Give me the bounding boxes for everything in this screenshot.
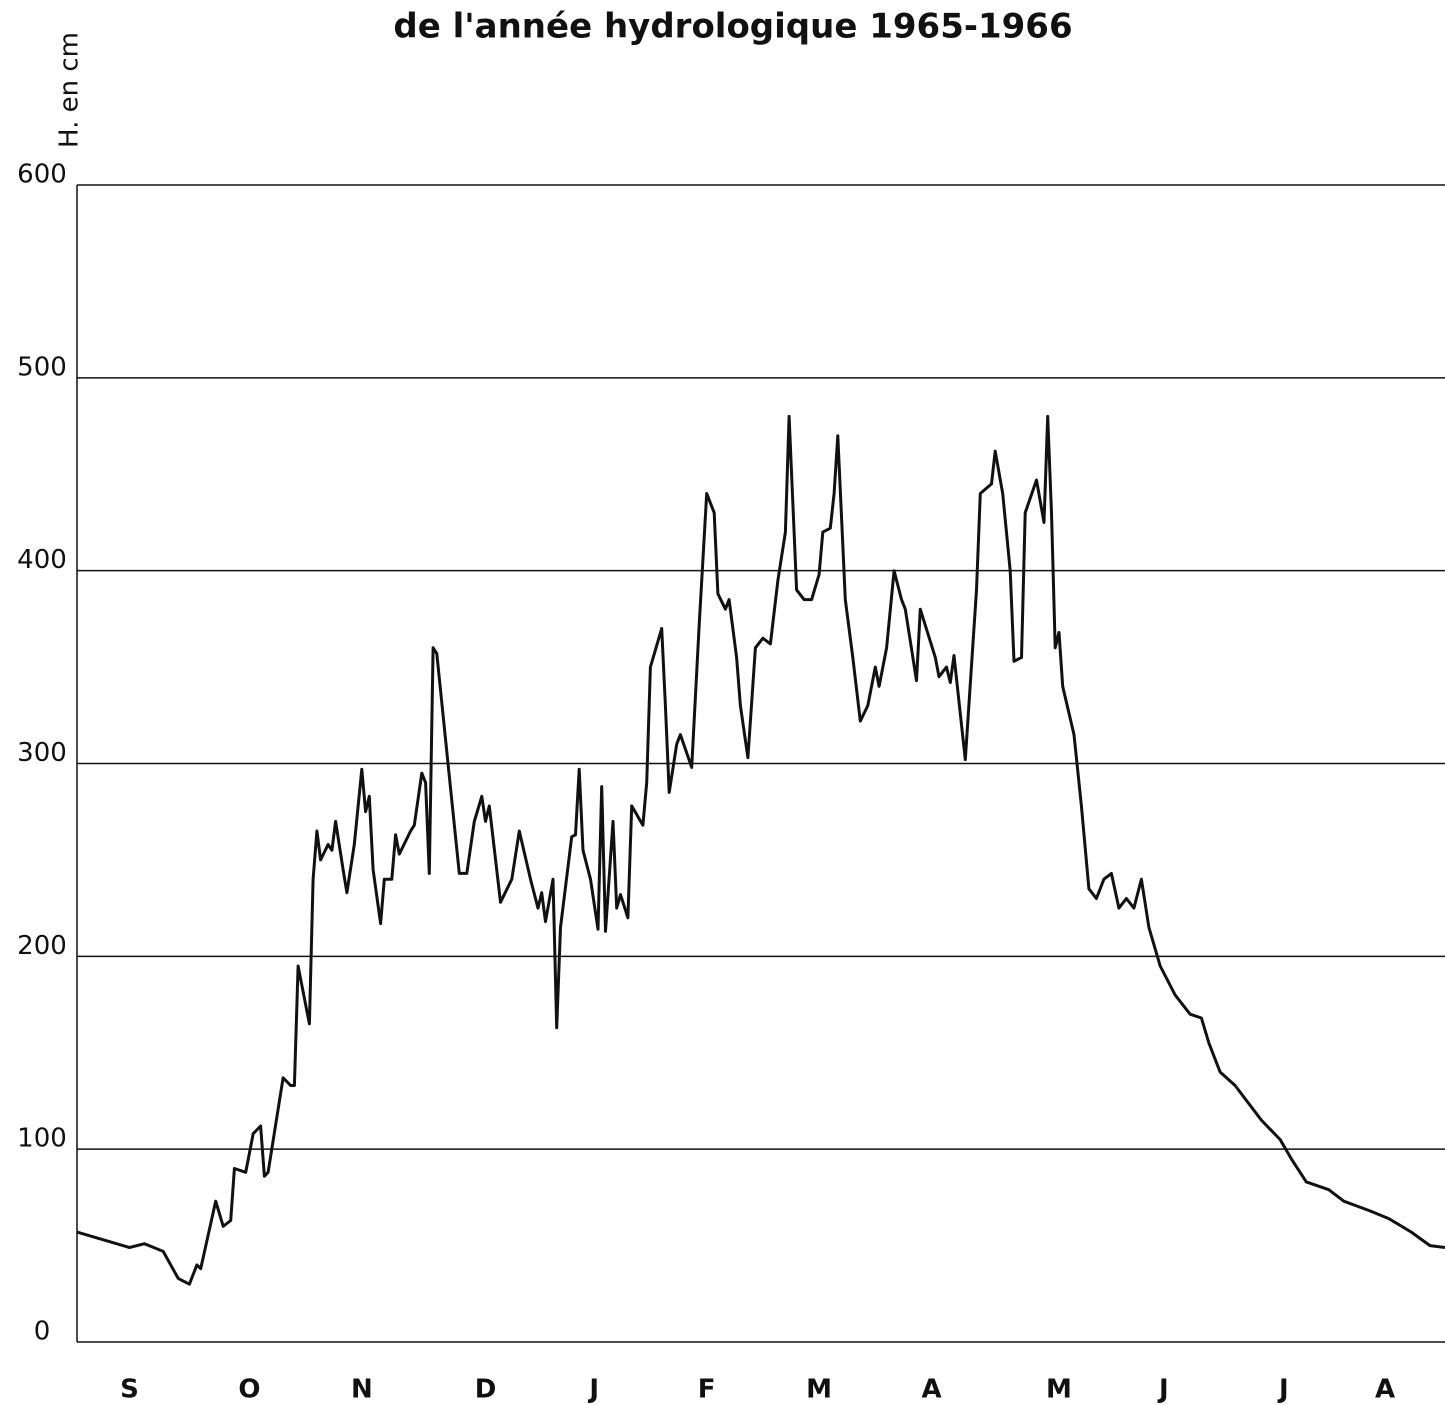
x-tick-label: M	[1046, 1375, 1072, 1405]
y-tick-label: 100	[17, 1124, 67, 1154]
x-tick-label: D	[475, 1375, 497, 1405]
x-tick-label: O	[238, 1375, 260, 1405]
y-tick-label: 300	[17, 738, 67, 768]
data-line	[76, 414, 1445, 1286]
y-tick-label: 400	[17, 545, 67, 575]
x-tick-label: F	[698, 1375, 716, 1405]
y-tick-label: 200	[17, 931, 67, 961]
x-tick-label: N	[351, 1375, 373, 1405]
x-tick-label: S	[120, 1375, 139, 1405]
x-tick-label: A	[1375, 1375, 1395, 1405]
x-tick-label: J	[587, 1375, 599, 1405]
x-tick-label: J	[1157, 1375, 1169, 1405]
y-tick-label: 600	[17, 160, 67, 190]
x-tick-label: J	[1277, 1375, 1289, 1405]
y-axis-label: H. en cm	[55, 32, 85, 148]
chart-title: de l'année hydrologique 1965-1966	[393, 7, 1072, 47]
x-tick-label: A	[921, 1375, 941, 1405]
x-tick-label: M	[806, 1375, 832, 1405]
y-tick-label: 0	[34, 1317, 51, 1347]
y-tick-label: 500	[17, 352, 67, 382]
